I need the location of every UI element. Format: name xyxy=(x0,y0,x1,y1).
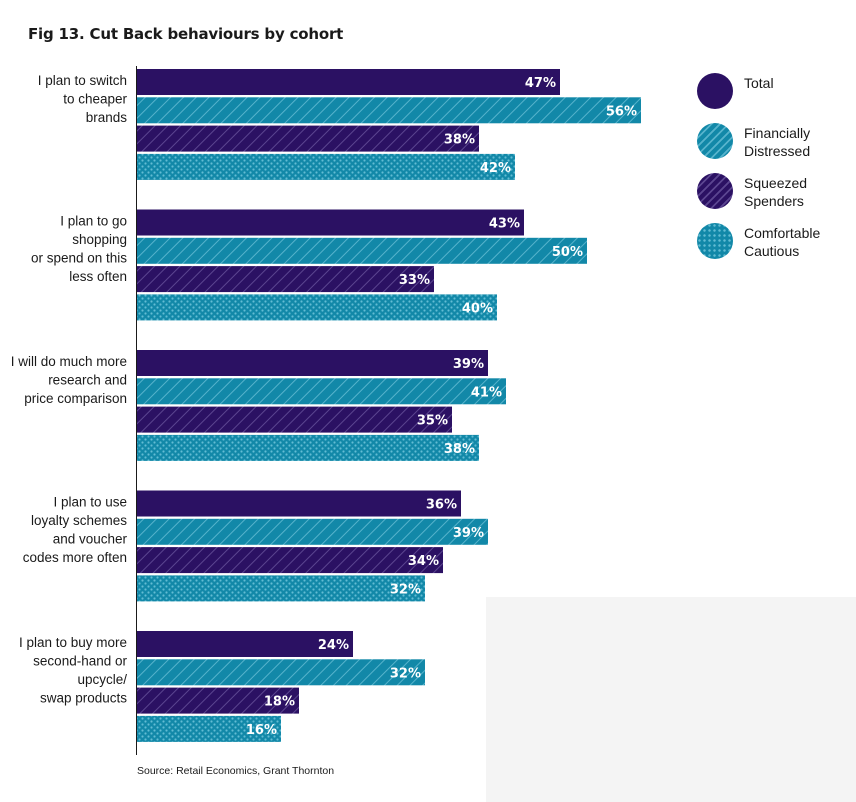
source-note: Source: Retail Economics, Grant Thornton xyxy=(137,765,335,777)
value-label-comfortable-cautious-1: 42% xyxy=(480,161,511,176)
bar-financially-distressed-2 xyxy=(137,237,587,264)
category-label-4: I plan to use loyalty schemes and voucher c… xyxy=(23,495,128,566)
value-label-comfortable-cautious-2: 40% xyxy=(462,301,493,316)
bar-financially-distressed-3 xyxy=(137,378,506,405)
category-label-1: I plan to switch to cheaper brands xyxy=(38,73,128,125)
bar-squeezed-spenders-1 xyxy=(137,125,479,152)
bar-squeezed-spenders-4 xyxy=(137,547,443,574)
legend-item-financially-distressed: Financially Distressed xyxy=(697,123,856,163)
legend-swatch-comfortable-cautious xyxy=(697,223,733,259)
legend-label-comfortable-cautious: Comfortable Cautious xyxy=(744,225,821,259)
bar-comfortable-cautious-5 xyxy=(137,715,281,742)
value-label-financially-distressed-4: 39% xyxy=(453,526,484,541)
category-label-2: I plan to go shopping or spend on this less… xyxy=(31,214,127,285)
legend-item-squeezed-spenders: Squeezed Spenders xyxy=(697,173,856,213)
value-label-total-4: 36% xyxy=(426,498,457,513)
bar-financially-distressed-1 xyxy=(137,97,641,124)
legend-label-total: Total xyxy=(744,75,774,91)
bar-total-5 xyxy=(137,631,353,657)
value-label-total-2: 43% xyxy=(489,217,520,232)
bar-total-1 xyxy=(137,69,560,95)
value-label-comfortable-cautious-4: 32% xyxy=(390,582,421,597)
background-panel xyxy=(486,597,856,802)
legend-swatch-total xyxy=(697,73,733,109)
value-label-squeezed-spenders-5: 18% xyxy=(264,695,295,710)
value-label-total-5: 24% xyxy=(318,638,349,653)
bar-financially-distressed-5 xyxy=(137,659,425,686)
bar-total-4 xyxy=(137,490,461,517)
bar-comfortable-cautious-1 xyxy=(137,153,515,180)
value-label-squeezed-spenders-4: 34% xyxy=(408,554,439,569)
value-label-squeezed-spenders-3: 35% xyxy=(417,414,448,429)
value-label-comfortable-cautious-3: 38% xyxy=(444,442,475,457)
bar-total-3 xyxy=(137,350,488,376)
chart-title: Fig 13. Cut Back behaviours by cohort xyxy=(28,25,344,43)
bar-comfortable-cautious-2 xyxy=(137,294,497,321)
legend-item-total: Total xyxy=(697,73,856,113)
value-label-comfortable-cautious-5: 16% xyxy=(246,723,277,738)
legend-label-squeezed-spenders: Squeezed Spenders xyxy=(744,175,808,209)
legend-item-comfortable-cautious: Comfortable Cautious xyxy=(697,223,856,263)
value-label-financially-distressed-1: 56% xyxy=(606,104,637,119)
value-label-squeezed-spenders-1: 38% xyxy=(444,133,475,148)
value-label-financially-distressed-5: 32% xyxy=(390,666,421,681)
bar-squeezed-spenders-5 xyxy=(137,687,299,714)
bar-comfortable-cautious-3 xyxy=(137,434,479,461)
legend-swatch-financially-distressed xyxy=(697,123,733,159)
value-label-financially-distressed-2: 50% xyxy=(552,245,583,260)
value-label-total-1: 47% xyxy=(525,76,556,91)
bar-squeezed-spenders-3 xyxy=(137,406,452,433)
bar-comfortable-cautious-4 xyxy=(137,575,425,602)
category-label-5: I plan to buy more second-hand or upcycle/… xyxy=(19,635,128,706)
bar-financially-distressed-4 xyxy=(137,518,488,545)
value-label-total-3: 39% xyxy=(453,357,484,372)
legend-swatch-squeezed-spenders xyxy=(697,173,733,209)
value-label-squeezed-spenders-2: 33% xyxy=(399,273,430,288)
legend-label-financially-distressed: Financially Distressed xyxy=(744,125,811,159)
bar-total-2 xyxy=(137,209,524,236)
bar-squeezed-spenders-2 xyxy=(137,266,434,293)
value-label-financially-distressed-3: 41% xyxy=(471,385,502,400)
category-label-3: I will do much more research and price com… xyxy=(11,354,127,406)
